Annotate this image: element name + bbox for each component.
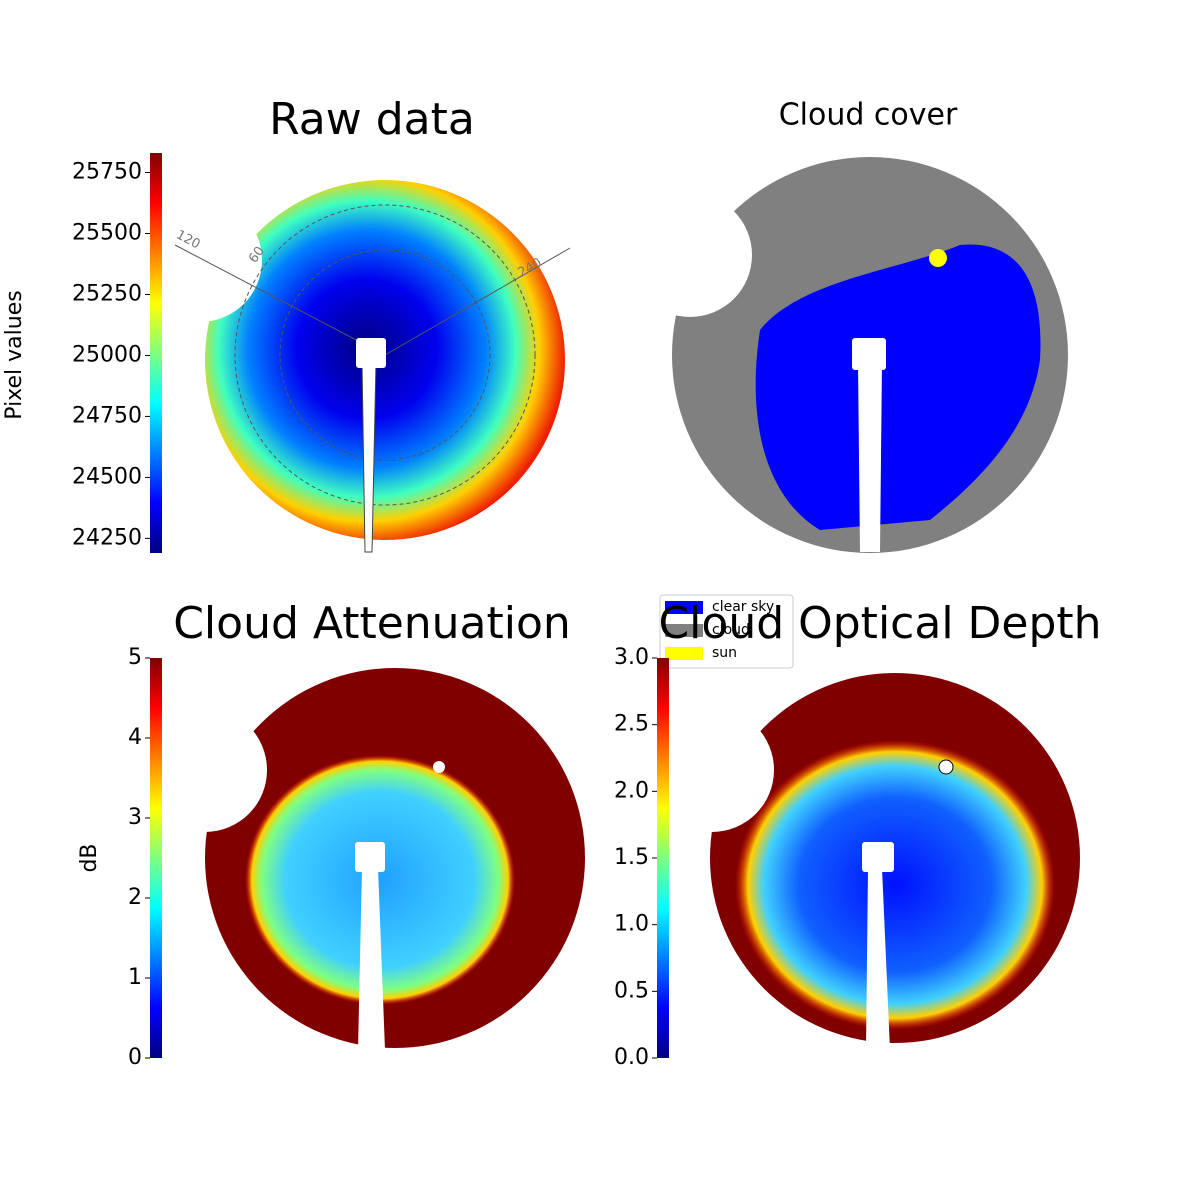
colorbar-tick-label: 2 [128, 885, 142, 910]
colorbar-tick-label: 0.5 [614, 978, 649, 1003]
colorbar-tick-label: 0.0 [614, 1045, 649, 1070]
colorbar-tick-label: 25500 [72, 220, 142, 245]
cloud-cover-image [628, 157, 1068, 553]
legend-swatch [665, 647, 703, 660]
colorbar [657, 658, 669, 1058]
colorbar-tick-label: 2.5 [614, 712, 649, 737]
legend-label: sun [712, 645, 737, 661]
colorbar-tick-label: 25250 [72, 281, 142, 306]
colorbar-label: dB [77, 843, 102, 872]
colorbar-tick-label: 24250 [72, 525, 142, 550]
colorbar-tick-label: 0 [128, 1045, 142, 1070]
colorbar-tick-label: 24500 [72, 464, 142, 489]
panel-title: Cloud Attenuation [173, 598, 571, 649]
colorbar-tick-label: 3.0 [614, 645, 649, 670]
panel-title: Raw data [269, 94, 475, 145]
attenuation-image [143, 668, 585, 1050]
legend-label: clear sky [712, 599, 774, 615]
colorbar-tick-label: 2.0 [614, 778, 649, 803]
colorbar-tick-label: 24750 [72, 403, 142, 428]
colorbar-tick-label: 3 [128, 805, 142, 830]
raw-image [138, 180, 571, 553]
labels: Raw data24250245002475025000252502550025… [2, 94, 1102, 1070]
panel-title: Cloud cover [779, 98, 958, 133]
colorbar-label: Pixel values [2, 290, 27, 419]
colorbar-tick-label: 1 [128, 965, 142, 990]
optical-depth-image [650, 673, 1080, 1050]
colorbar [150, 153, 162, 553]
colorbar-tick-label: 1.5 [614, 845, 649, 870]
colorbar-tick-label: 25000 [72, 342, 142, 367]
colorbar-tick-label: 5 [128, 645, 142, 670]
legend-swatch [665, 601, 703, 614]
panel-title: Cloud Optical Depth [658, 598, 1101, 649]
colorbar-tick-label: 1.0 [614, 912, 649, 937]
colorbar-tick-label: 4 [128, 725, 142, 750]
legend-swatch [665, 624, 703, 637]
legend-label: cloud [712, 622, 750, 638]
colorbar [150, 658, 162, 1058]
colorbar-tick-label: 25750 [72, 160, 142, 185]
